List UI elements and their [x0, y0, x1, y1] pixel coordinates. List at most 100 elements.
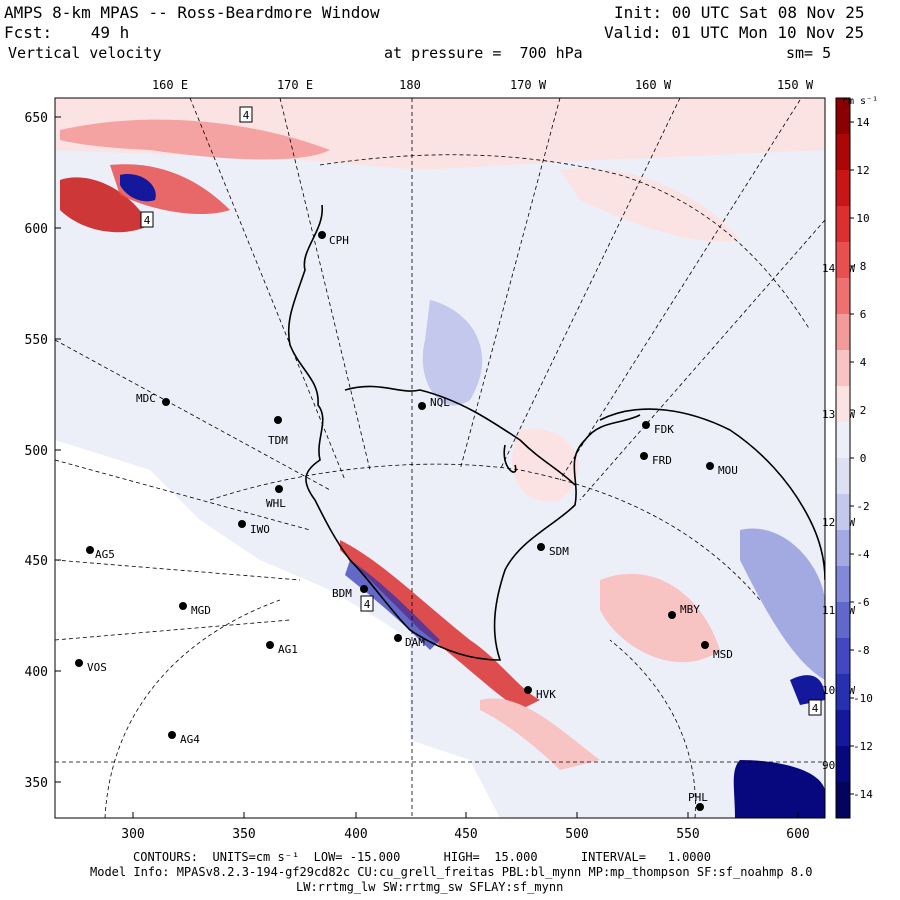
x-tick-label: 500 — [565, 827, 588, 842]
coast-down-1 — [120, 174, 156, 202]
station-label: BDM — [332, 587, 352, 600]
colorbar-swatch — [836, 602, 850, 639]
station-label: MGD — [191, 604, 211, 617]
forecast-value: 49 h — [90, 23, 130, 42]
north-ridge — [60, 119, 330, 160]
colorbar-swatch — [836, 458, 850, 495]
top-longitude-labels: 160 E 170 E 180 170 W 160 W 150 W — [152, 78, 814, 92]
graticule — [55, 98, 825, 818]
colorbar-label: -10 — [853, 692, 873, 705]
station-label: MOU — [718, 464, 738, 477]
contour-box-labels: 4 4 4 4 — [140, 106, 822, 716]
station-markers: CPH MDC NQL TDM FDK FRD MOU WHL IWO AG5 SDM BDM MGD D… — [75, 231, 738, 811]
station-dot — [86, 546, 94, 554]
colorbar-label: 10 — [856, 212, 869, 225]
station-label: FDK — [654, 423, 674, 436]
station-label: AG1 — [278, 643, 298, 656]
station-dot — [275, 485, 283, 493]
label-box — [140, 211, 154, 228]
station-label: NQL — [430, 396, 450, 409]
range-upward — [340, 540, 540, 710]
station-label: WHL — [266, 497, 286, 510]
colorbar-label: -6 — [856, 596, 869, 609]
se-pink — [600, 573, 720, 663]
x-tick-label: 400 — [344, 827, 367, 842]
label-box — [808, 699, 822, 716]
colorbar-swatch — [836, 710, 850, 747]
box-label: 4 — [144, 214, 151, 227]
meridian-1 — [189, 98, 346, 481]
station-dot — [640, 452, 648, 460]
box-label: 4 — [243, 109, 250, 122]
model-info: Model Info: MPASv8.2.3-194-gf29cd82c CU:… — [90, 865, 813, 879]
station-dot — [179, 602, 187, 610]
station-dot — [668, 611, 676, 619]
station-dot — [168, 731, 176, 739]
station-dot — [360, 585, 368, 593]
x-axis: 300 350 400 450 500 550 600 — [121, 812, 810, 842]
meridian-4 — [499, 98, 681, 471]
station-dot — [537, 543, 545, 551]
station-dot — [318, 231, 326, 239]
y-tick-label: 400 — [25, 665, 48, 680]
coast-up-1 — [60, 177, 150, 233]
top-lon-label: 170 E — [277, 78, 313, 92]
x-tick-label: 450 — [454, 827, 477, 842]
x-tick-label: 300 — [121, 827, 144, 842]
pink-patch-1 — [560, 168, 740, 242]
meridian-9 — [55, 559, 301, 581]
init-time: Init: 00 UTC Sat 08 Nov 25 — [614, 3, 865, 22]
valid-time: Valid: 01 UTC Mon 10 Nov 25 — [604, 23, 865, 42]
colorbar-units: cm s⁻¹ — [842, 96, 878, 107]
colorbar-label: 6 — [860, 308, 867, 321]
forecast-hour: Fcst: 49 h — [4, 24, 129, 42]
x-tick-label: 550 — [676, 827, 699, 842]
station-label: MBY — [680, 603, 700, 616]
meridian-2 — [279, 98, 371, 471]
colorbar-swatch — [836, 278, 850, 315]
colorbar-swatch — [836, 386, 850, 423]
colorbar-swatch — [836, 422, 850, 459]
y-tick-label: 350 — [25, 776, 48, 791]
station-label: VOS — [87, 661, 107, 674]
label-box — [360, 595, 374, 612]
x-tick-label: 350 — [232, 827, 255, 842]
colorbar-swatch — [836, 314, 850, 351]
top-lon-label: 150 W — [777, 78, 814, 92]
meridian-5 — [559, 99, 801, 481]
se-blue — [740, 528, 825, 680]
station-dot — [706, 462, 714, 470]
x-tick-label: 600 — [786, 827, 809, 842]
pressure-level: at pressure = 700 hPa — [384, 44, 583, 62]
colorbar-swatch — [836, 566, 850, 603]
colorbar-swatch — [836, 134, 850, 171]
colorbar-swatch — [836, 350, 850, 387]
y-tick-label: 450 — [25, 554, 48, 569]
pink-patch-2 — [512, 428, 579, 502]
station-label: DAM — [405, 636, 425, 649]
colorbar-label: 4 — [860, 356, 867, 369]
station-dot — [394, 634, 402, 642]
station-label: HVK — [536, 688, 556, 701]
station-label: IWO — [250, 523, 270, 536]
colorbar-label: -2 — [856, 500, 869, 513]
colorbar-label: -12 — [853, 740, 873, 753]
station-dot — [701, 641, 709, 649]
lat-circle-4 — [609, 639, 696, 818]
station-label: SDM — [549, 545, 569, 558]
meridian-10 — [55, 619, 291, 641]
colorbar-label: -14 — [853, 788, 873, 801]
meridian-8 — [55, 459, 311, 531]
station-label: MSD — [713, 648, 733, 661]
label-box — [239, 106, 253, 123]
station-label: FRD — [652, 454, 672, 467]
forecast-label: Fcst: — [4, 23, 53, 42]
top-lon-label: 180 — [399, 78, 421, 92]
colorbar-label: 0 — [860, 452, 867, 465]
station-dot — [696, 803, 704, 811]
colorbar-label: 2 — [860, 404, 867, 417]
map-title: AMPS 8-km MPAS -- Ross-Beardmore Window — [4, 3, 380, 22]
station-label: AG4 — [180, 733, 200, 746]
top-lon-label: 160 W — [635, 78, 672, 92]
